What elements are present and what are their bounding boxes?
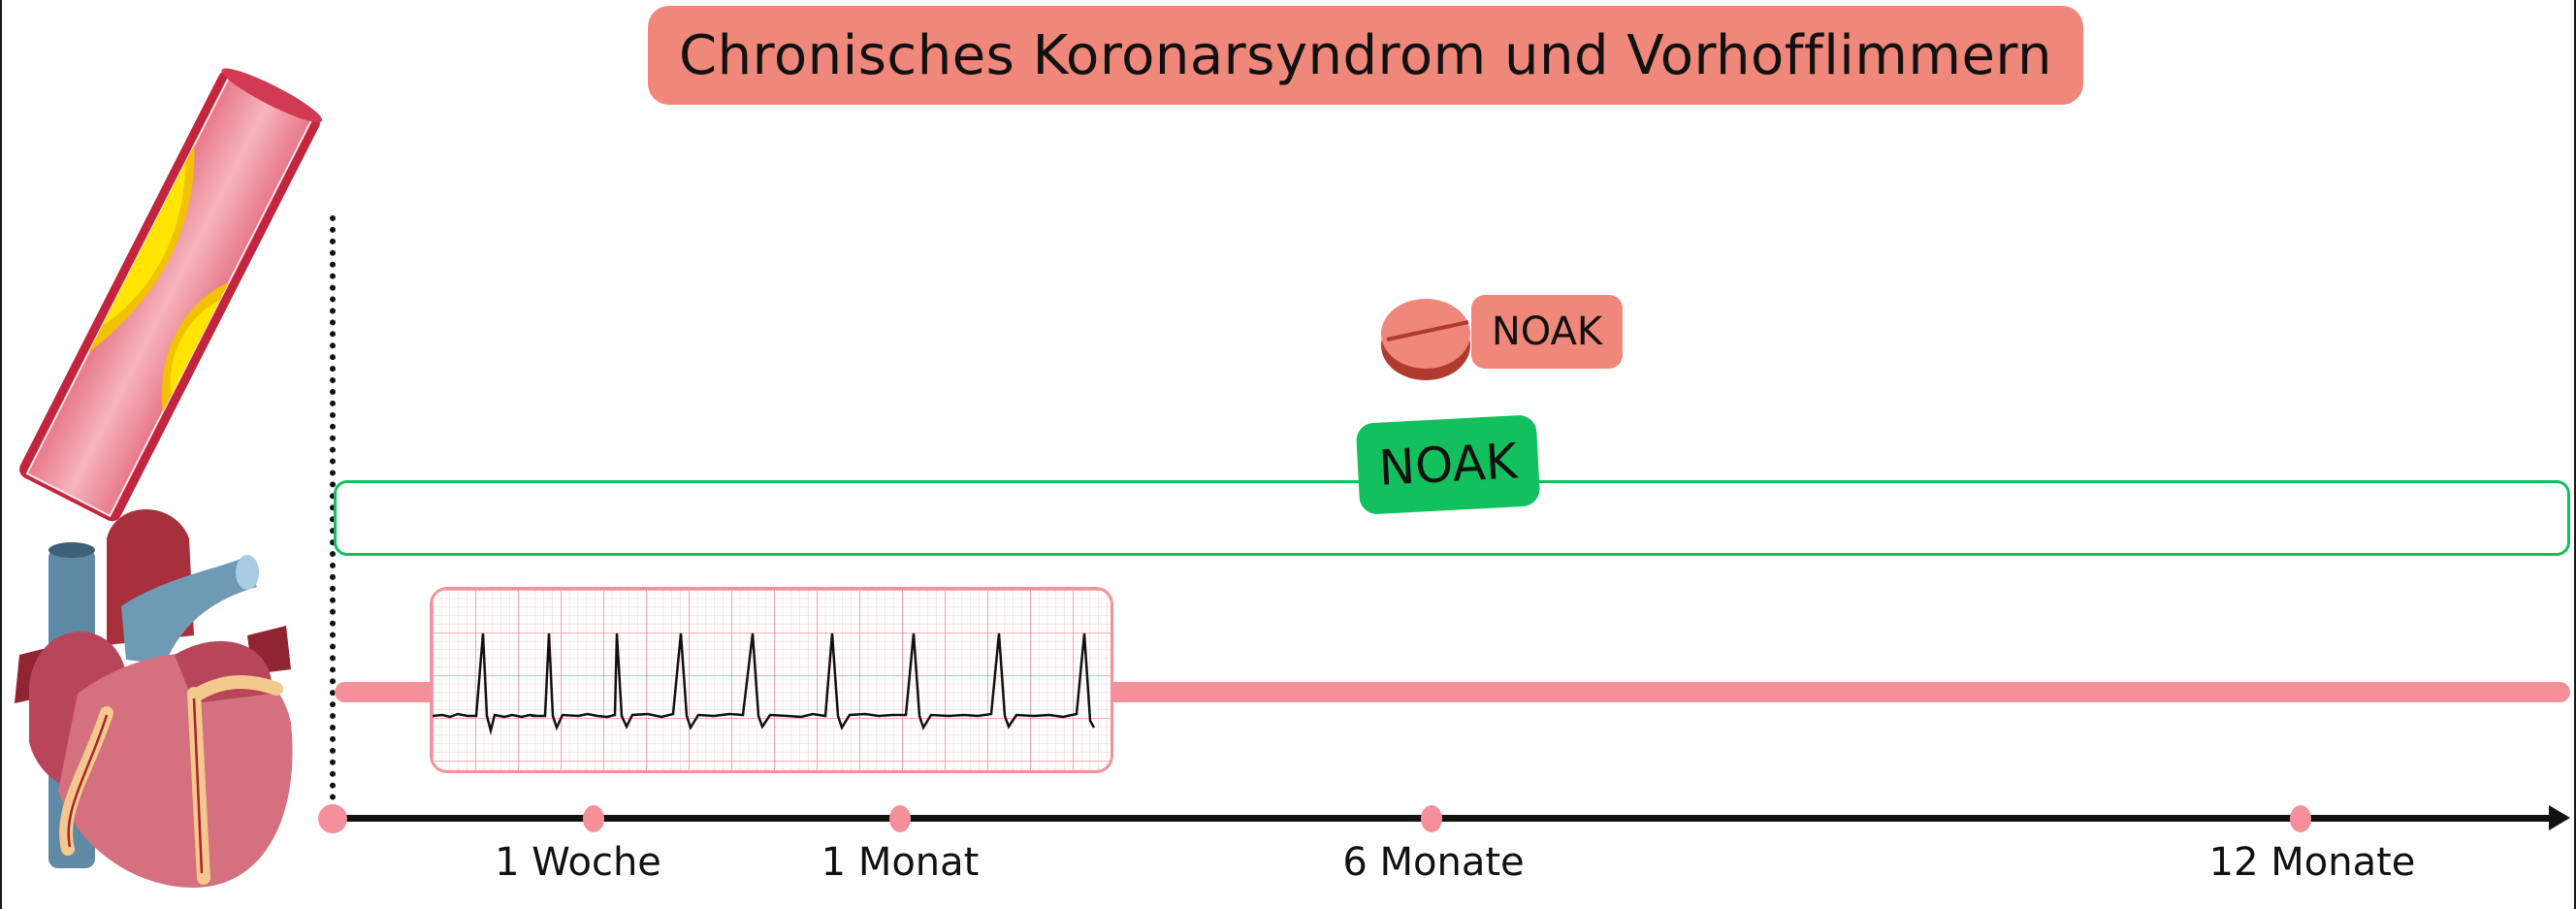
medication-label-text: NOAK — [1491, 309, 1603, 354]
timeline-label-1-month: 1 Monat — [821, 840, 980, 885]
timeline-marker-6-months — [1421, 805, 1442, 832]
timeline-marker-12-months — [2290, 805, 2311, 832]
timeline-label-6-months: 6 Monate — [1342, 840, 1525, 885]
timeline-marker-1-week — [583, 805, 604, 832]
heart-icon — [15, 509, 293, 888]
page-title: Chronisches Koronarsyndrom und Vorhoffli… — [679, 23, 2052, 87]
frame-border-left — [0, 0, 2, 909]
therapy-label-text: NOAK — [1377, 433, 1519, 497]
ecg-strip — [430, 587, 1113, 773]
timeline-arrow-icon — [2549, 805, 2570, 830]
title-banner: Chronisches Koronarsyndrom und Vorhoffli… — [648, 6, 2083, 105]
artery-icon — [19, 68, 323, 522]
timeline-axis — [333, 815, 2554, 822]
timeline-label-12-months: 12 Monate — [2208, 840, 2416, 885]
timeline-label-1-week: 1 Woche — [495, 840, 661, 885]
timeline-marker-start — [318, 804, 347, 833]
ecg-waveform-icon — [433, 590, 1111, 770]
therapy-label-badge: NOAK — [1355, 414, 1541, 515]
medication-label: NOAK — [1471, 295, 1623, 369]
pill-icon — [1381, 299, 1470, 380]
start-dotted-line — [330, 215, 336, 812]
frame-border-right — [2574, 0, 2576, 909]
timeline-marker-1-month — [889, 805, 911, 832]
